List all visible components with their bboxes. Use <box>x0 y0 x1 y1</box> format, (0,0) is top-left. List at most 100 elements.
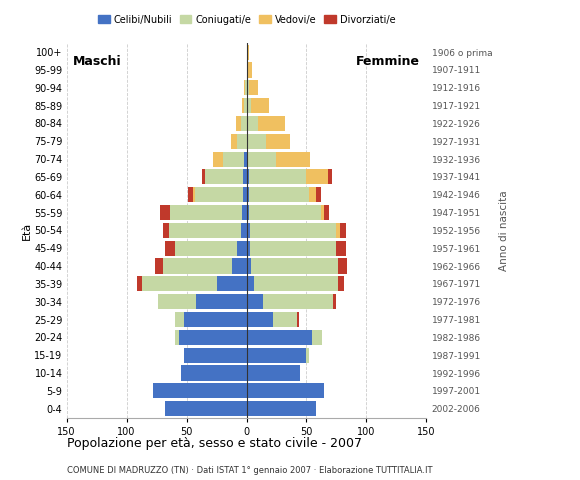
Bar <box>205 169 243 184</box>
Bar <box>249 80 259 96</box>
Bar <box>316 187 321 203</box>
Bar <box>237 134 246 149</box>
Bar <box>251 98 269 113</box>
Bar <box>263 294 333 309</box>
Bar <box>273 312 297 327</box>
Bar <box>246 330 313 345</box>
Bar <box>184 348 246 363</box>
Bar <box>277 152 310 167</box>
Bar <box>259 116 285 131</box>
Bar <box>195 187 243 203</box>
Bar <box>246 383 324 398</box>
Bar <box>313 330 322 345</box>
Bar <box>202 169 205 184</box>
Text: Femmine: Femmine <box>356 55 420 68</box>
Bar <box>235 116 241 131</box>
Bar <box>155 258 162 274</box>
Bar <box>244 80 245 96</box>
Bar <box>242 205 246 220</box>
Text: COMUNE DI MADRUZZO (TN) · Dati ISTAT 1° gennaio 2007 · Elaborazione TUTTITALIA.I: COMUNE DI MADRUZZO (TN) · Dati ISTAT 1° … <box>67 466 432 475</box>
Bar <box>180 365 246 381</box>
Bar <box>249 169 306 184</box>
Bar <box>169 223 241 238</box>
Bar <box>306 169 328 184</box>
Bar <box>160 205 170 220</box>
Bar <box>242 98 244 113</box>
Bar <box>193 187 195 203</box>
Bar <box>309 187 316 203</box>
Bar <box>237 240 246 256</box>
Bar <box>333 294 336 309</box>
Bar <box>175 240 237 256</box>
Bar <box>196 294 246 309</box>
Legend: Celibi/Nubili, Coniugati/e, Vedovi/e, Divorziati/e: Celibi/Nubili, Coniugati/e, Vedovi/e, Di… <box>94 11 399 28</box>
Bar <box>306 348 309 363</box>
Bar <box>246 258 251 274</box>
Y-axis label: Anno di nascita: Anno di nascita <box>499 190 509 271</box>
Text: Maschi: Maschi <box>72 55 121 68</box>
Bar <box>246 240 250 256</box>
Bar <box>245 80 246 96</box>
Bar <box>249 187 309 203</box>
Bar <box>246 205 249 220</box>
Bar <box>321 205 324 220</box>
Bar <box>231 134 237 149</box>
Bar <box>165 401 246 416</box>
Bar <box>246 365 300 381</box>
Bar <box>250 240 336 256</box>
Y-axis label: Età: Età <box>21 221 31 240</box>
Bar <box>184 312 246 327</box>
Bar <box>244 152 246 167</box>
Bar <box>246 348 306 363</box>
Bar <box>243 169 246 184</box>
Bar <box>246 80 249 96</box>
Bar <box>249 205 321 220</box>
Bar <box>336 240 346 256</box>
Bar <box>246 45 249 60</box>
Bar <box>142 276 216 291</box>
Bar <box>246 223 250 238</box>
Bar <box>244 98 246 113</box>
Bar <box>246 276 253 291</box>
Bar <box>179 330 246 345</box>
Bar <box>328 169 332 184</box>
Bar <box>246 134 266 149</box>
Bar <box>246 98 251 113</box>
Bar <box>137 276 142 291</box>
Bar <box>170 205 242 220</box>
Bar <box>324 205 329 220</box>
Bar <box>223 152 244 167</box>
Bar <box>232 258 246 274</box>
Bar <box>336 223 340 238</box>
Bar <box>246 169 249 184</box>
Bar <box>243 187 246 203</box>
Bar <box>250 223 336 238</box>
Bar <box>246 401 316 416</box>
Bar <box>253 276 338 291</box>
Bar <box>241 116 246 131</box>
Bar <box>162 258 232 274</box>
Bar <box>266 134 289 149</box>
Bar <box>297 312 299 327</box>
Bar <box>158 294 196 309</box>
Bar <box>246 62 252 78</box>
Bar <box>188 187 193 203</box>
Bar <box>175 330 179 345</box>
Bar <box>338 258 347 274</box>
Bar <box>246 187 249 203</box>
Bar <box>241 223 246 238</box>
Bar <box>246 312 273 327</box>
Bar <box>338 276 343 291</box>
Bar <box>246 294 263 309</box>
Bar <box>246 152 277 167</box>
Bar <box>153 383 246 398</box>
Bar <box>246 116 259 131</box>
Bar <box>162 223 169 238</box>
Bar <box>340 223 346 238</box>
Text: Popolazione per età, sesso e stato civile - 2007: Popolazione per età, sesso e stato civil… <box>67 437 362 450</box>
Bar <box>175 312 184 327</box>
Bar <box>213 152 223 167</box>
Bar <box>251 258 338 274</box>
Bar <box>216 276 246 291</box>
Bar <box>165 240 175 256</box>
